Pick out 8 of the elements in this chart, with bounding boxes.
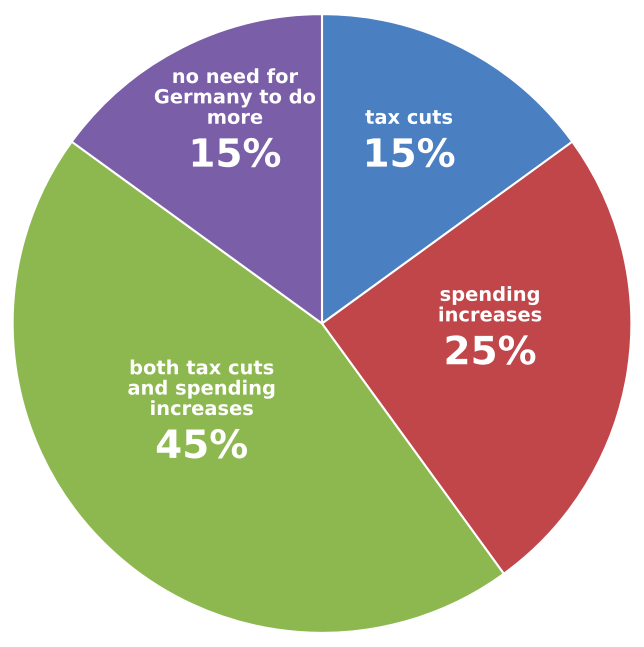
data-label: 25%	[446, 335, 536, 365]
slice-label: no need for Germany to do more	[154, 68, 316, 124]
slice-label: both tax cuts and spending increases	[128, 360, 274, 416]
slice-label: tax cuts	[365, 110, 452, 124]
data-label: 15%	[366, 138, 454, 168]
data-label: 15%	[192, 138, 280, 168]
slice-label: spending increases	[440, 286, 542, 322]
data-label: 45%	[156, 429, 247, 458]
